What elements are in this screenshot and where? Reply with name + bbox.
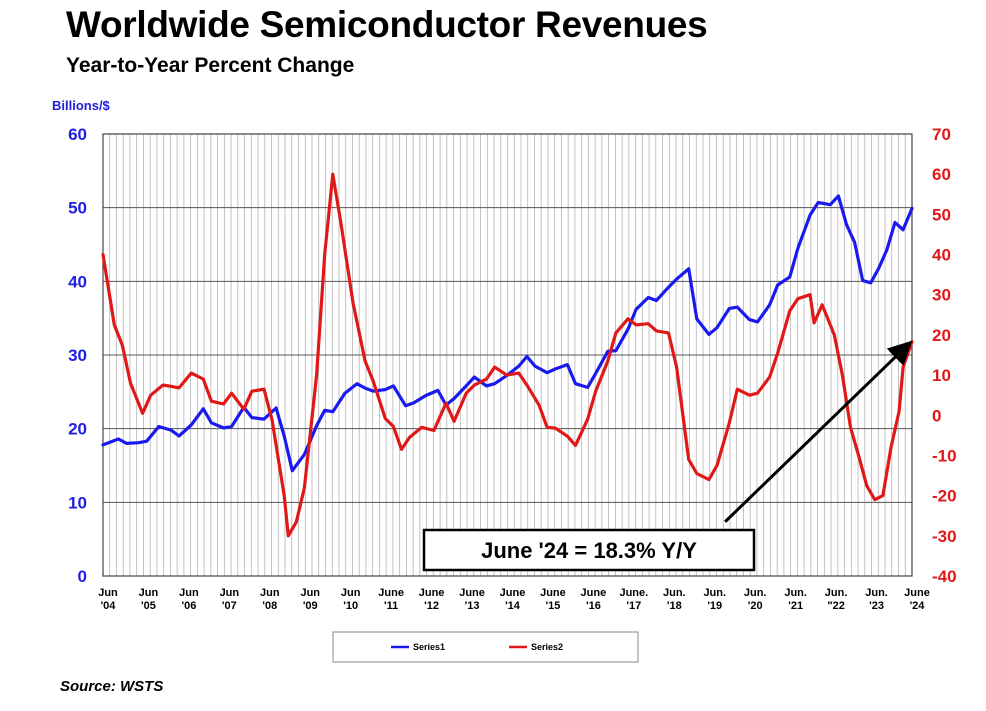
x-tick-label: '23 — [869, 600, 884, 612]
x-tick-label: Jun. — [865, 587, 888, 599]
x-tick-label: '10 — [343, 600, 358, 612]
y-right-tick-label: -20 — [932, 487, 957, 506]
x-tick-label: Jun. — [663, 587, 686, 599]
y-left-tick-label: 50 — [68, 199, 87, 218]
x-tick-label: Jun — [260, 587, 280, 599]
x-tick-label: '11 — [384, 600, 398, 612]
y-left-tick-label: 20 — [68, 420, 87, 439]
x-tick-label: Jun. — [703, 587, 726, 599]
annotation-text: June '24 = 18.3% Y/Y — [481, 538, 697, 563]
x-tick-label: '19 — [707, 600, 722, 612]
y-left-tick-label: 40 — [68, 272, 87, 291]
legend-label-1: Series1 — [413, 642, 445, 652]
y-left-axis-label: Billions/$ — [52, 98, 111, 113]
x-tick-label: '04 — [101, 600, 117, 612]
annotation-box — [422, 528, 756, 572]
x-tick-label: Jun. — [784, 587, 807, 599]
x-tick-label: '12 — [424, 600, 439, 612]
page-subtitle: Year-to-Year Percent Change — [66, 54, 355, 77]
y-right-tick-label: 70 — [932, 125, 951, 144]
x-tick-label: June — [540, 587, 566, 599]
x-tick-label: "22 — [827, 600, 844, 612]
x-tick-label: June — [904, 587, 930, 599]
series-line-1 — [101, 194, 914, 473]
x-tick-label: June — [378, 587, 404, 599]
x-tick-label: June — [419, 587, 445, 599]
y-left-tick-label: 60 — [68, 125, 87, 144]
page-title: Worldwide Semiconductor Revenues — [66, 4, 708, 45]
source-note: Source: WSTS — [60, 678, 164, 695]
y-right-tick-label: -30 — [932, 527, 957, 546]
y-left-ticks: 0 10 20 30 40 50 60 — [68, 125, 87, 586]
legend: Series1 Series2 — [332, 631, 639, 663]
x-tick-label: '14 — [505, 600, 521, 612]
y-right-tick-label: 40 — [932, 246, 951, 265]
x-tick-label: '06 — [181, 600, 196, 612]
series-line-2 — [101, 172, 914, 538]
y-right-tick-label: 50 — [932, 205, 951, 224]
x-tick-label: Jun — [139, 587, 159, 599]
y-right-tick-label: -10 — [932, 446, 957, 465]
x-tick-label: Jun. — [744, 587, 767, 599]
x-tick-label: '16 — [586, 600, 601, 612]
y-right-tick-label: 0 — [932, 406, 941, 425]
y-right-tick-label: 30 — [932, 286, 951, 305]
y-right-tick-label: 10 — [932, 366, 951, 385]
y-right-ticks: -40 -30 -20 -10 0 10 20 30 40 50 60 70 — [932, 125, 957, 586]
x-tick-label: June — [459, 587, 485, 599]
x-tick-label: '15 — [546, 600, 561, 612]
x-tick-label: Jun — [341, 587, 361, 599]
x-tick-label: '21 — [788, 600, 803, 612]
x-tick-label: June — [581, 587, 607, 599]
x-tick-label: '08 — [262, 600, 277, 612]
x-tick-label: Jun. — [825, 587, 848, 599]
x-ticks: Jun'04Jun'05Jun'06Jun'07Jun'08Jun'09Jun'… — [98, 587, 930, 612]
series-lines — [101, 172, 914, 538]
x-tick-label: '09 — [303, 600, 318, 612]
annotation-arrow — [724, 340, 913, 523]
x-tick-label: '20 — [748, 600, 763, 612]
x-tick-label: '05 — [141, 600, 156, 612]
x-tick-label: '18 — [667, 600, 682, 612]
y-left-tick-label: 0 — [78, 567, 87, 586]
y-left-tick-label: 10 — [68, 493, 87, 512]
x-tick-label: June — [500, 587, 526, 599]
x-tick-label: '13 — [465, 600, 480, 612]
x-tick-label: Jun — [98, 587, 118, 599]
y-right-tick-label: 60 — [932, 165, 951, 184]
y-right-tick-label: 20 — [932, 326, 951, 345]
x-tick-label: '24 — [910, 600, 926, 612]
y-left-tick-label: 30 — [68, 346, 87, 365]
x-tick-label: '07 — [222, 600, 237, 612]
legend-label-2: Series2 — [531, 642, 563, 652]
x-tick-label: Jun — [220, 587, 240, 599]
x-tick-label: June. — [619, 587, 648, 599]
x-tick-label: Jun — [300, 587, 320, 599]
y-right-tick-label: -40 — [932, 567, 957, 586]
legend-box — [332, 631, 639, 663]
x-tick-label: '17 — [626, 600, 641, 612]
x-tick-label: Jun — [179, 587, 199, 599]
